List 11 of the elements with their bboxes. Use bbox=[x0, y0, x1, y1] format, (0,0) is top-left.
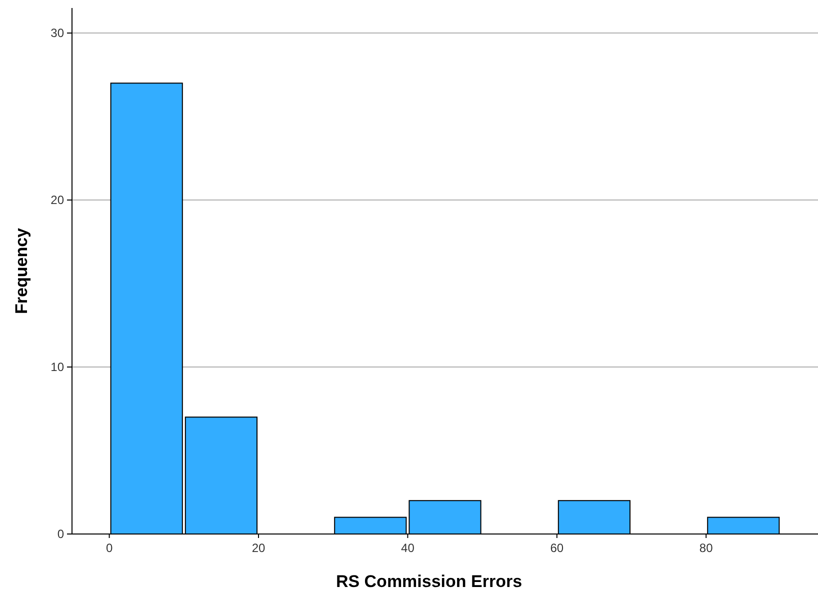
x-tick-label: 80 bbox=[699, 541, 714, 555]
x-axis-title: RS Commission Errors bbox=[336, 572, 522, 591]
y-tick-label: 10 bbox=[50, 360, 64, 374]
x-tick-label: 0 bbox=[106, 541, 113, 555]
y-tick-label: 30 bbox=[50, 26, 64, 40]
y-axis-title: Frequency bbox=[12, 227, 31, 314]
y-tick-label: 0 bbox=[57, 527, 64, 542]
x-tick-label: 40 bbox=[401, 541, 415, 555]
y-tick-label: 20 bbox=[50, 193, 64, 208]
x-tick-label: 20 bbox=[252, 541, 266, 555]
x-tick-label: 60 bbox=[550, 541, 564, 555]
